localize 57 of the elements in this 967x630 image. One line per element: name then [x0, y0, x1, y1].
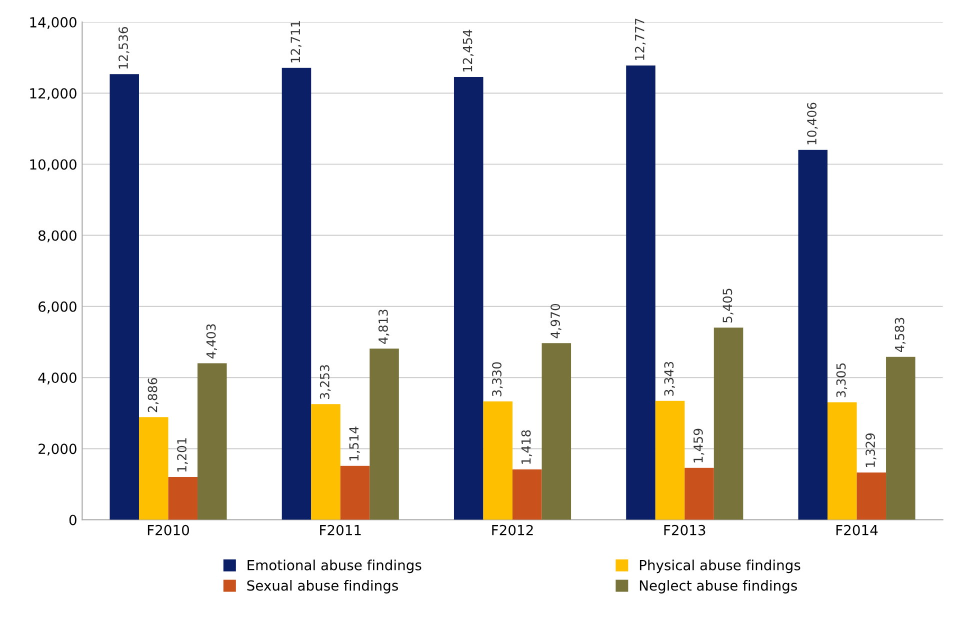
y-tick-label: 2,000	[38, 444, 76, 456]
bar	[655, 400, 685, 520]
bar	[714, 328, 744, 520]
bar	[311, 404, 340, 520]
bar	[483, 401, 513, 520]
data-label: 3,305	[836, 363, 848, 398]
y-tick-label: 6,000	[38, 301, 76, 314]
bar	[542, 343, 572, 520]
data-label: 12,711	[290, 21, 302, 62]
data-label: 1,418	[521, 430, 532, 464]
y-tick-label: 12,000	[30, 88, 76, 100]
legend-label: Neglect abuse findings	[640, 580, 797, 594]
bar	[798, 150, 828, 520]
data-label: 2,886	[148, 378, 159, 412]
data-label: 1,329	[866, 433, 876, 467]
data-label: 3,253	[320, 365, 331, 399]
legend-label: Physical abuse findings	[640, 560, 800, 574]
y-tick-label: 10,000	[30, 159, 76, 172]
bar	[626, 66, 656, 520]
x-tick-label: F2013	[664, 524, 706, 536]
data-label: 3,330	[492, 362, 503, 396]
legend-label: Emotional abuse findings	[248, 560, 422, 574]
bar	[110, 74, 139, 520]
data-label: 1,459	[693, 428, 704, 462]
bar	[168, 477, 198, 520]
bar	[454, 77, 484, 520]
data-label: 1,514	[349, 426, 360, 460]
bar	[370, 348, 399, 520]
bar	[512, 469, 542, 520]
bar	[886, 356, 916, 520]
x-tick-label: F2014	[836, 524, 878, 536]
legend-label: Sexual abuse findings	[247, 580, 398, 594]
data-label: 12,777	[634, 18, 646, 60]
data-label: 4,813	[378, 310, 390, 344]
y-tick-label: 8,000	[38, 230, 76, 242]
data-label: 10,406	[807, 102, 818, 144]
data-label: 4,403	[206, 324, 218, 358]
x-tick-label: F2010	[148, 524, 190, 536]
bar	[138, 417, 168, 520]
data-label: 1,201	[177, 438, 188, 472]
data-label: 4,970	[550, 304, 562, 338]
bar	[856, 472, 886, 520]
data-label: 12,454	[462, 30, 474, 72]
data-label: 4,583	[894, 318, 906, 352]
x-tick-label: F2011	[320, 524, 361, 536]
data-label: 5,405	[722, 288, 734, 322]
y-tick-label: 0	[69, 514, 76, 526]
x-tick-label: F2012	[492, 524, 533, 536]
y-tick-label: 4,000	[38, 372, 76, 384]
y-tick-label: 14,000	[30, 17, 76, 29]
bar	[828, 402, 857, 520]
bar	[282, 68, 312, 520]
data-label: 12,536	[118, 26, 130, 69]
bar	[198, 363, 227, 520]
bar	[340, 466, 370, 520]
bar	[684, 468, 714, 520]
data-label: 3,343	[664, 362, 675, 396]
